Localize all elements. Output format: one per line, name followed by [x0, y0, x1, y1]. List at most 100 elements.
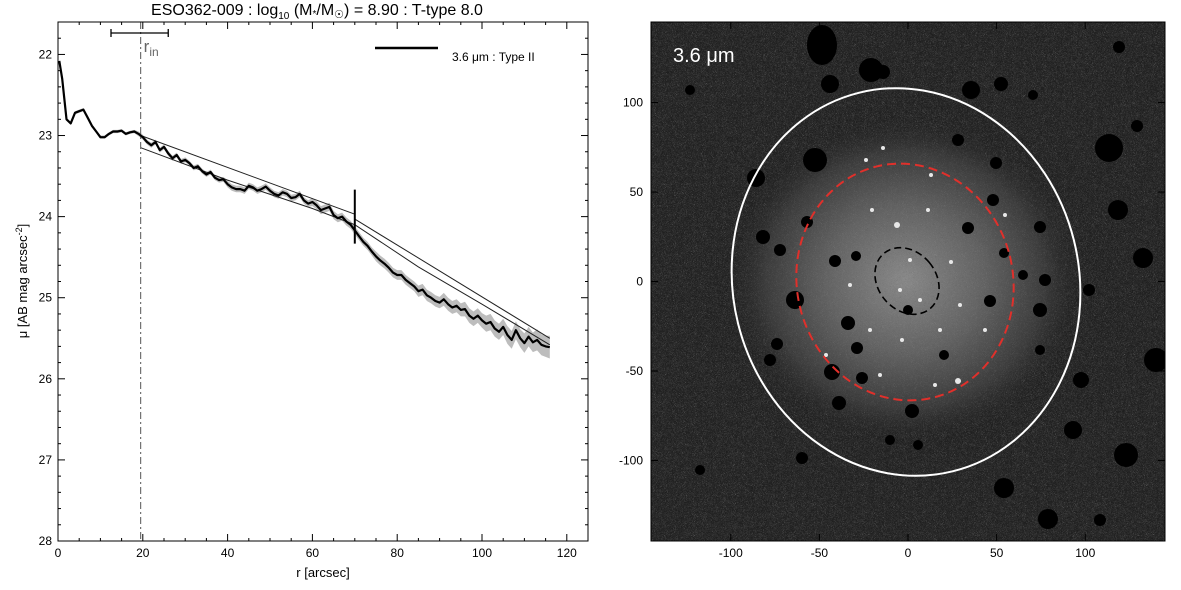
- bright-knot: [848, 283, 852, 287]
- masked-source: [987, 194, 999, 206]
- x-tick-label: 20: [136, 546, 150, 560]
- masked-source: [771, 338, 783, 350]
- masked-source: [1144, 348, 1165, 372]
- bright-knot: [933, 383, 937, 387]
- masked-source: [994, 478, 1014, 498]
- x-tick-label: 0: [55, 546, 62, 560]
- masked-source: [876, 65, 890, 79]
- masked-source: [1108, 200, 1128, 220]
- masked-source: [685, 85, 695, 95]
- legend: 3.6 μm : Type II: [375, 46, 535, 64]
- masked-source: [1038, 509, 1058, 529]
- masked-source: [1073, 372, 1089, 388]
- masked-source: [859, 58, 883, 82]
- profile-panel: rin 0 20 40 60 80 100 120 22 23 24 25 26 27 28 r [ar…: [14, 21, 589, 580]
- outer-ellipse: [730, 87, 1082, 477]
- image-panel-label: 3.6 μm: [673, 45, 735, 67]
- masked-source: [832, 396, 846, 410]
- masked-source: [1064, 421, 1082, 439]
- bright-knot: [881, 146, 885, 150]
- bright-knot: [949, 260, 953, 264]
- masked-source: [1035, 345, 1045, 355]
- masked-source: [841, 316, 855, 330]
- masked-source: [1095, 134, 1123, 162]
- image-x-tick-label: -50: [811, 546, 829, 560]
- y-axis-label: μ [AB mag arcsec-2]: [14, 224, 30, 339]
- masked-source: [1131, 120, 1143, 132]
- masked-source: [885, 435, 895, 445]
- image-panel: 3.6 μm -100 -50 0 50 100 100 50 0 -50 -100: [619, 21, 1166, 560]
- bright-knot: [938, 328, 942, 332]
- y-tick-label: 22: [39, 47, 53, 61]
- masked-source: [824, 364, 840, 380]
- fit-inner-line: [140, 135, 355, 215]
- y-tick-label: 23: [39, 129, 53, 143]
- masked-source: [756, 230, 770, 244]
- x-axis-label: r [arcsec]: [296, 565, 349, 580]
- bright-knot: [870, 208, 874, 212]
- bright-knot: [955, 378, 961, 384]
- masked-source: [796, 452, 808, 464]
- image-y-tick-label: 0: [636, 275, 643, 289]
- bright-knot: [983, 328, 987, 332]
- masked-source: [764, 354, 776, 366]
- bright-knot: [958, 303, 962, 307]
- y-tick-label: 27: [39, 453, 53, 467]
- masked-source: [990, 157, 1002, 169]
- masked-source: [1113, 41, 1125, 53]
- bright-knot: [868, 328, 872, 332]
- image-noise-overlay: [651, 22, 1165, 541]
- image-x-tick-label: -100: [719, 546, 743, 560]
- masked-source: [905, 404, 919, 418]
- masked-source: [1133, 248, 1153, 268]
- masked-source: [695, 465, 705, 475]
- masked-source: [913, 440, 923, 450]
- image-y-tick-label: 50: [630, 185, 644, 199]
- image-y-tick-label: -50: [626, 364, 644, 378]
- image-y-tick-label: -100: [619, 453, 643, 467]
- bright-knot: [929, 173, 933, 177]
- y-tick-label: 24: [39, 210, 53, 224]
- image-x-tick-label: 50: [990, 546, 1004, 560]
- bright-knot: [918, 298, 922, 302]
- masked-source: [803, 148, 827, 172]
- image-x-tick-label: 100: [1075, 546, 1095, 560]
- masked-source: [851, 342, 863, 354]
- y-tick-label: 28: [39, 534, 53, 548]
- bright-knot: [898, 288, 902, 292]
- masked-source: [962, 81, 980, 99]
- masked-source: [1114, 443, 1138, 467]
- masked-source: [1039, 274, 1051, 286]
- fit-outer-line: [354, 218, 551, 339]
- masked-source: [829, 255, 841, 267]
- rin-label: rin: [144, 37, 159, 59]
- masked-source: [786, 291, 804, 309]
- bright-knot: [926, 208, 930, 212]
- bright-knot: [1003, 213, 1007, 217]
- profile-line: [58, 60, 551, 349]
- masked-source: [999, 248, 1009, 258]
- x-tick-label: 80: [391, 546, 405, 560]
- figure-title: ESO362-009 : log10 (M*/M☉) = 8.90 : T-ty…: [151, 2, 483, 22]
- masked-source: [774, 244, 786, 256]
- x-tick-label: 100: [472, 546, 492, 560]
- masked-source: [1028, 90, 1038, 100]
- masked-source: [962, 222, 974, 234]
- x-tick-label: 60: [306, 546, 320, 560]
- bright-knot: [864, 158, 868, 162]
- y-tick-label: 25: [39, 291, 53, 305]
- inner-ellipse: [874, 246, 940, 316]
- legend-label: 3.6 μm : Type II: [452, 50, 535, 64]
- profile-plot-frame: [57, 21, 589, 542]
- masked-source: [1083, 284, 1095, 296]
- masked-source: [856, 372, 868, 384]
- y-tick-label: 26: [39, 372, 53, 386]
- x-tick-label: 40: [221, 546, 235, 560]
- bright-knot: [894, 222, 900, 228]
- masked-source: [851, 251, 861, 261]
- x-tick-label: 120: [557, 546, 577, 560]
- masked-source: [1094, 514, 1106, 526]
- masked-source: [994, 77, 1008, 91]
- bright-knot: [878, 373, 882, 377]
